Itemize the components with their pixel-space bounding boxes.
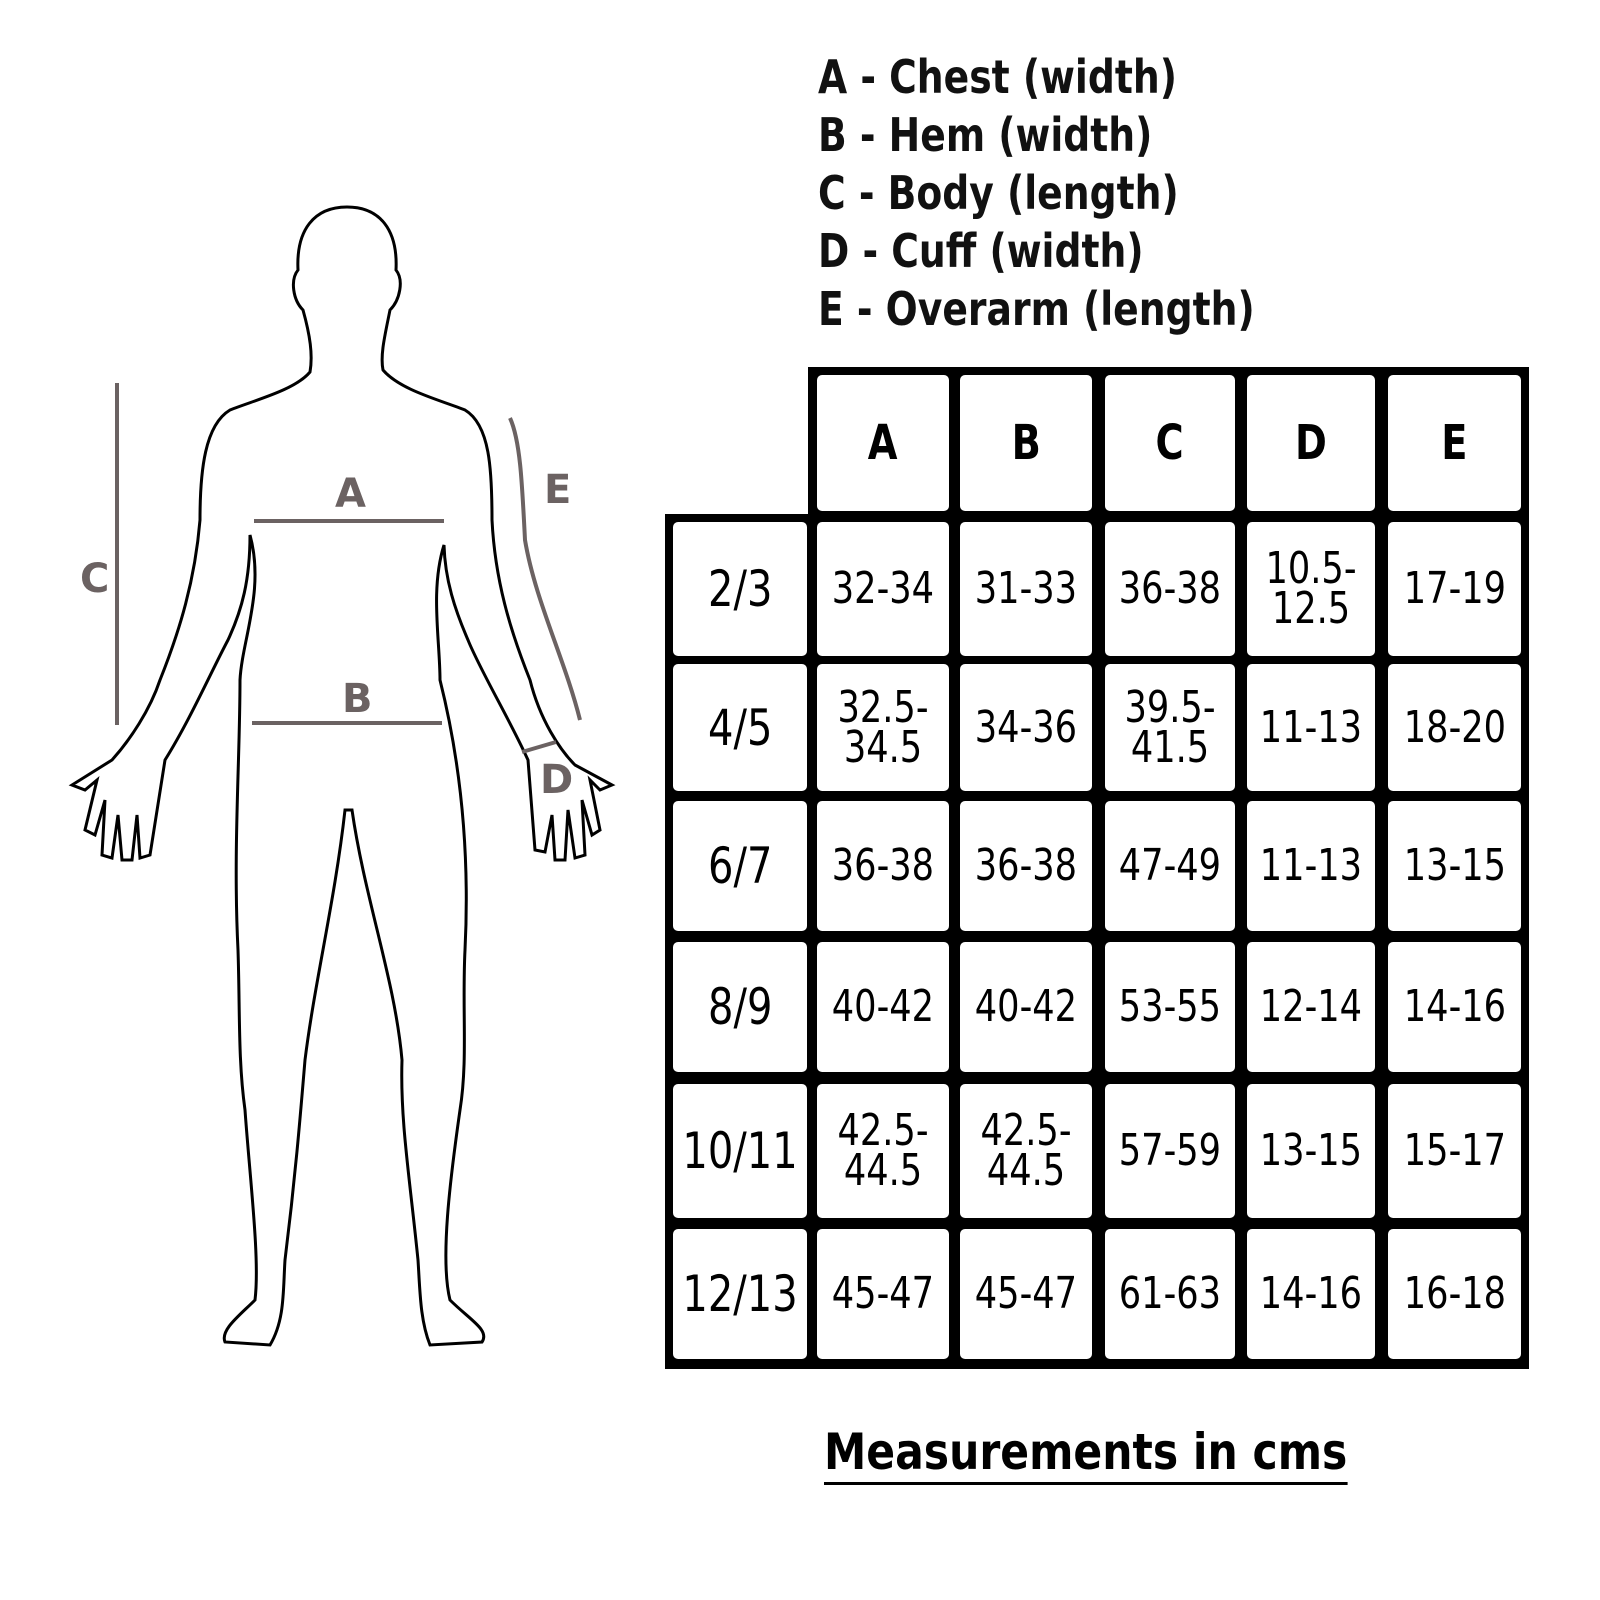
table-cell: 53-55 [1105,942,1235,1072]
table-cell: 45-47 [817,1229,949,1359]
table-cell: 15-17 [1388,1084,1521,1218]
legend-item: A - Chest (width) [818,50,1177,104]
row-size-label: 10/11 [673,1084,807,1218]
cell-text: C [1155,415,1185,471]
caption: Measurements in cms [824,1422,1348,1485]
table-cell: 40-42 [817,942,949,1072]
table-cell: 61-63 [1105,1229,1235,1359]
table-cell: 42.5- 44.5 [817,1084,949,1218]
table-cell: 36-38 [1105,522,1235,656]
table-cell: 40-42 [960,942,1092,1072]
cell-text: D [1295,415,1327,471]
measure-line-e [508,417,582,721]
legend-item: D - Cuff (width) [818,224,1144,278]
cell-text: 34-36 [974,701,1078,753]
cell-text: A [868,415,898,471]
label-d: D [540,757,573,803]
cell-text: 12-14 [1259,981,1363,1032]
row-size-label: 6/7 [673,801,807,931]
table-cell: 14-16 [1247,1229,1375,1359]
cell-text: 42.5- 44.5 [980,1105,1072,1196]
legend-item: E - Overarm (length) [818,282,1255,336]
cell-text: 13-15 [1403,840,1506,891]
label-a: A [335,471,366,517]
cell-text: 4/5 [707,698,773,757]
column-header: B [960,375,1092,511]
cell-text: 45-47 [831,1268,935,1319]
table-cell: 36-38 [817,801,949,931]
cell-text: 14-16 [1259,1268,1363,1319]
cell-text: 8/9 [707,978,773,1036]
row-size-label: 8/9 [673,942,807,1072]
table-cell: 13-15 [1247,1084,1375,1218]
measurement-legend: A - Chest (width) B - Hem (width) C - Bo… [818,48,1351,338]
table-cell: 11-13 [1247,801,1375,931]
body-measurement-diagram: C A B E D [68,205,616,1347]
column-header: D [1247,375,1375,511]
column-header: E [1388,375,1521,511]
table-cell: 13-15 [1388,801,1521,931]
cell-text: 53-55 [1118,981,1222,1032]
table-cell: 16-18 [1388,1229,1521,1359]
legend-item: C - Body (length) [818,166,1179,220]
table-cell: 32.5- 34.5 [817,664,949,791]
cell-text: 11-13 [1259,840,1363,891]
table-cell: 31-33 [960,522,1092,656]
cell-text: 32.5- 34.5 [837,681,929,773]
label-e: E [544,467,571,513]
table-cell: 17-19 [1388,522,1521,656]
cell-text: 36-38 [831,840,935,891]
cell-text: 39.5- 41.5 [1124,681,1216,773]
cell-text: 61-63 [1118,1268,1222,1319]
cell-text: 36-38 [974,840,1078,891]
cell-text: 36-38 [1118,563,1222,614]
cell-text: 31-33 [974,563,1078,614]
cell-text: 17-19 [1403,563,1506,614]
table-cell: 42.5- 44.5 [960,1084,1092,1218]
cell-text: 40-42 [831,981,935,1032]
table-cell: 39.5- 41.5 [1105,664,1235,791]
cell-text: 47-49 [1118,840,1222,891]
table-cell: 36-38 [960,801,1092,931]
column-header: C [1105,375,1235,511]
cell-text: 11-13 [1259,701,1363,753]
cell-text: 42.5- 44.5 [837,1105,929,1196]
label-b: B [342,676,373,722]
cell-text: 10.5- 12.5 [1265,543,1357,634]
table-body-background [665,514,1529,1369]
cell-text: 12/13 [682,1265,798,1323]
cell-text: 32-34 [831,563,935,614]
table-cell: 34-36 [960,664,1092,791]
legend-item: B - Hem (width) [818,108,1153,162]
label-c: C [80,556,109,602]
cell-text: 40-42 [974,981,1078,1032]
body-silhouette [68,205,616,1347]
cell-text: 16-18 [1403,1268,1506,1319]
cell-text: 57-59 [1118,1125,1222,1176]
row-size-label: 2/3 [673,522,807,656]
table-cell: 32-34 [817,522,949,656]
measure-line-d [521,740,557,754]
table-cell: 10.5- 12.5 [1247,522,1375,656]
cell-text: 45-47 [974,1268,1078,1319]
table-cell: 18-20 [1388,664,1521,791]
table-cell: 14-16 [1388,942,1521,1072]
table-cell: 11-13 [1247,664,1375,791]
row-size-label: 4/5 [673,664,807,791]
row-size-label: 12/13 [673,1229,807,1359]
cell-text: B [1011,415,1041,471]
table-cell: 47-49 [1105,801,1235,931]
cell-text: 18-20 [1403,701,1506,753]
cell-text: 6/7 [707,837,773,895]
cell-text: E [1441,415,1468,471]
cell-text: 2/3 [707,560,773,618]
cell-text: 10/11 [682,1122,798,1180]
cell-text: 14-16 [1403,981,1506,1032]
table-cell: 12-14 [1247,942,1375,1072]
cell-text: 13-15 [1259,1125,1363,1176]
column-header: A [817,375,949,511]
table-cell: 45-47 [960,1229,1092,1359]
cell-text: 15-17 [1403,1125,1506,1176]
table-cell: 57-59 [1105,1084,1235,1218]
